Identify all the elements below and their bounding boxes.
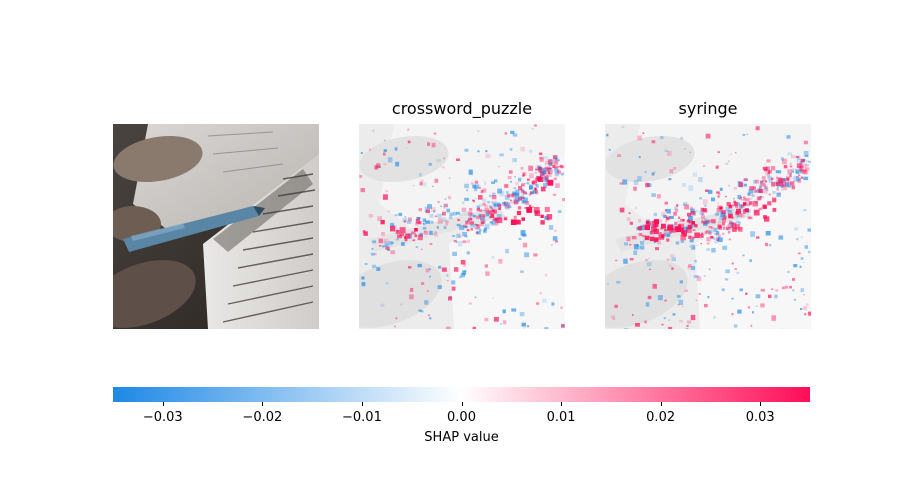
shap-heatmap-crossword-puzzle	[359, 124, 565, 329]
colorbar-tick-label: −0.03	[142, 410, 183, 425]
colorbar-tick-mark	[262, 402, 264, 406]
shap-heatmap-syringe	[605, 124, 811, 329]
input-photo	[113, 124, 319, 329]
colorbar-tick-label: 0.02	[646, 410, 676, 425]
colorbar-tick-label: 0.01	[546, 410, 576, 425]
colorbar-label: SHAP value	[424, 430, 499, 445]
panel-title-syringe: syringe	[678, 99, 738, 118]
colorbar	[113, 387, 810, 402]
colorbar-tick-mark	[660, 402, 662, 406]
colorbar-tick-label: −0.02	[242, 410, 283, 425]
colorbar-tick-mark	[162, 402, 164, 406]
colorbar-tick-label: 0.00	[447, 410, 476, 425]
colorbar-tick-mark	[461, 402, 463, 406]
colorbar-tick-label: 0.03	[745, 410, 775, 425]
panel-title-crossword-puzzle: crossword_puzzle	[391, 99, 533, 118]
input-image	[113, 124, 319, 329]
colorbar-tick-label: −0.01	[342, 410, 382, 425]
colorbar-tick-mark	[561, 402, 563, 406]
shap-map-crossword-puzzle	[359, 124, 565, 329]
colorbar-tick-mark	[760, 402, 762, 406]
colorbar-tick-mark	[361, 402, 363, 406]
shap-map-syringe	[605, 124, 811, 329]
colorbar-axis: −0.03 −0.02 −0.01 0.00 0.01 0.02 0.03	[113, 402, 810, 432]
